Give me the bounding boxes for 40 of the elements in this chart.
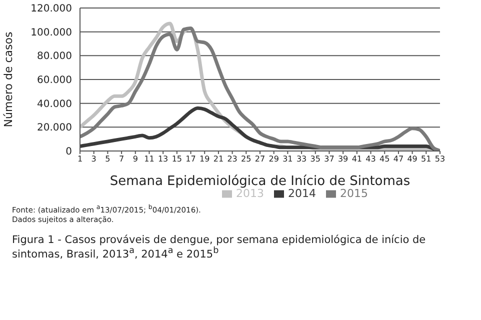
x-tick-label: 41 bbox=[352, 154, 362, 164]
x-tick-label: 51 bbox=[421, 154, 432, 164]
x-tick-label: 25 bbox=[241, 154, 252, 164]
x-tick-label: 9 bbox=[132, 154, 138, 164]
text: Figura 1 - Casos prováveis de dengue, por semana epidemiológica de início de sintomas, Brasil, 2013$^{a}$, 2014$^{a}$ e 2015$^{b}$ bbox=[12, 234, 427, 260]
y-tick-label: 80.000 bbox=[37, 51, 72, 62]
x-tick-label: 31 bbox=[282, 154, 293, 164]
x-tick-label: 7 bbox=[118, 154, 124, 164]
x-tick-label: 27 bbox=[254, 154, 266, 164]
x-tick-label: 3 bbox=[91, 154, 96, 164]
x-tick-label: 1 bbox=[77, 154, 83, 164]
x-tick-label: 35 bbox=[310, 154, 320, 164]
y-tick-label: 60.000 bbox=[37, 75, 72, 86]
x-tick-label: 13 bbox=[158, 154, 168, 164]
x-tick-label: 15 bbox=[172, 154, 182, 164]
x-tick-label: 37 bbox=[324, 154, 334, 164]
x-axis-title: Semana Epidemiológica de Início de Sintomas bbox=[110, 174, 410, 189]
y-tick-label: 40.000 bbox=[37, 98, 72, 110]
x-tick-label: 47 bbox=[393, 154, 404, 164]
x-tick-label: 43 bbox=[366, 154, 376, 164]
legend-label: 2014 bbox=[288, 187, 316, 200]
x-tick-label: 45 bbox=[380, 154, 390, 164]
x-tick-label: 19 bbox=[200, 154, 210, 164]
x-tick-label: 29 bbox=[268, 154, 279, 164]
y-axis-title: Número de casos bbox=[2, 32, 15, 128]
x-tick-label: 53 bbox=[434, 154, 446, 164]
x-tick-label: 21 bbox=[213, 154, 224, 164]
x-tick-label: 5 bbox=[105, 154, 110, 164]
legend-label: 2013 bbox=[236, 187, 264, 200]
y-tick-label: 20.000 bbox=[37, 122, 72, 134]
x-tick-label: 11 bbox=[144, 154, 154, 164]
y-tick-label: 0 bbox=[66, 146, 72, 158]
x-tick-label: 23 bbox=[227, 154, 238, 164]
x-tick-label: 33 bbox=[296, 154, 307, 164]
y-tick-label: 120.000 bbox=[30, 4, 72, 15]
y-tick-label: 100.000 bbox=[30, 27, 72, 38]
legend-label: 2015 bbox=[340, 187, 368, 200]
x-tick-label: 49 bbox=[407, 154, 418, 164]
x-tick-label: 39 bbox=[338, 154, 348, 164]
x-tick-label: 17 bbox=[186, 154, 196, 164]
